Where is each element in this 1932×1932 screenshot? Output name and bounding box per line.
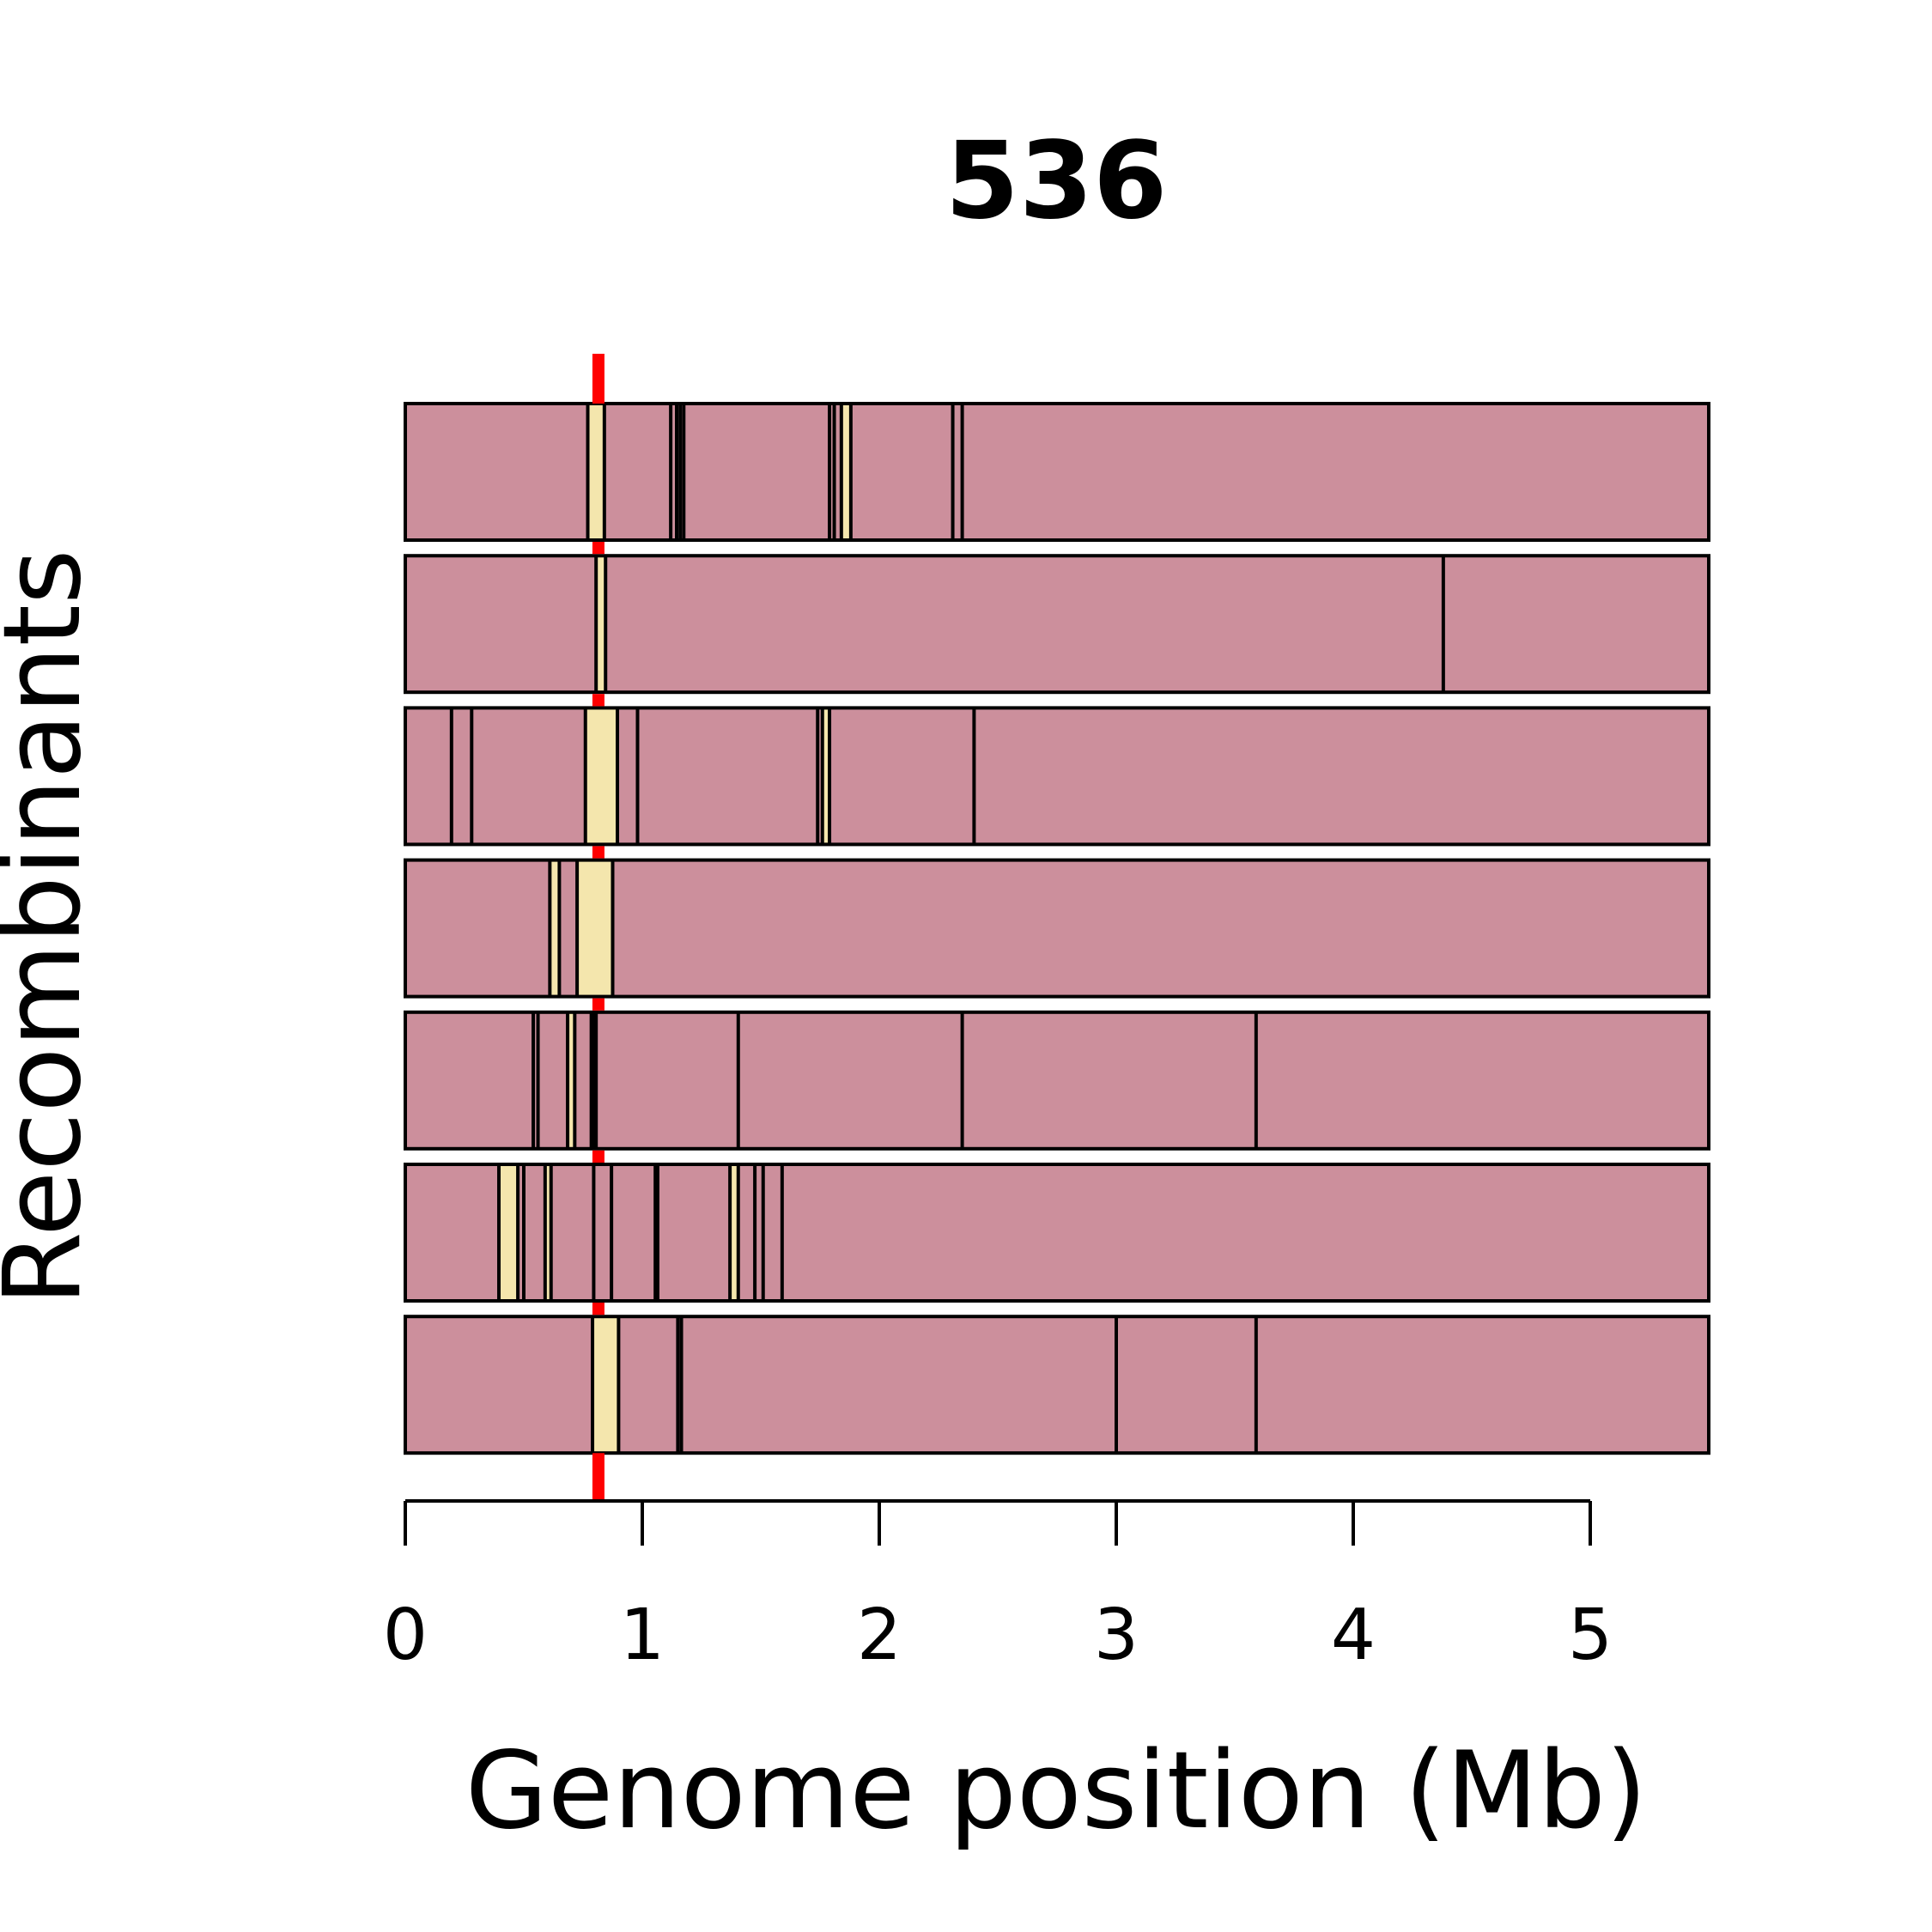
track-background xyxy=(405,860,1709,997)
x-tick-label: 1 xyxy=(620,1595,665,1676)
track-outline xyxy=(404,706,1710,847)
x-tick-label: 5 xyxy=(1568,1595,1613,1676)
highlight-segment xyxy=(587,404,605,540)
track-background xyxy=(405,1012,1709,1149)
track-outline xyxy=(404,1315,1710,1455)
recombinant-track xyxy=(404,402,1710,542)
x-tick-label: 4 xyxy=(1331,1595,1376,1676)
track-background xyxy=(405,1164,1709,1301)
track-outline xyxy=(404,1163,1710,1303)
recombinant-tracks xyxy=(404,402,1710,1455)
track-background xyxy=(405,708,1709,845)
track-outline xyxy=(404,1010,1710,1151)
highlight-segment xyxy=(822,708,830,845)
track-background xyxy=(405,556,1709,693)
highlight-segment xyxy=(585,708,618,845)
highlight-segment xyxy=(577,860,613,997)
x-tick-label: 0 xyxy=(383,1595,428,1676)
highlight-segment xyxy=(592,1316,619,1454)
highlight-segment xyxy=(730,1164,738,1301)
track-background xyxy=(405,1316,1709,1454)
highlight-segment xyxy=(568,1012,575,1149)
x-tick-label: 3 xyxy=(1094,1595,1139,1676)
recombinant-track xyxy=(404,554,1710,695)
recombinant-track xyxy=(404,706,1710,847)
x-axis: 0 1 2 3 4 5 xyxy=(383,1499,1613,1676)
track-background xyxy=(405,404,1709,540)
recombinant-track xyxy=(404,1010,1710,1151)
chart-title: 536 xyxy=(945,119,1168,243)
track-outline xyxy=(404,858,1710,999)
x-tick-label: 2 xyxy=(857,1595,902,1676)
highlight-segment xyxy=(544,1164,551,1301)
highlight-segment xyxy=(596,556,606,693)
y-axis-title: Recombinants xyxy=(0,549,105,1305)
x-axis-title: Genome position (Mb) xyxy=(465,1729,1647,1853)
track-outline xyxy=(404,554,1710,695)
track-outline xyxy=(404,402,1710,542)
recombinant-track xyxy=(404,1163,1710,1303)
recombinant-track xyxy=(404,1315,1710,1455)
recombinant-track xyxy=(404,858,1710,999)
highlight-segment xyxy=(499,1164,519,1301)
highlight-segment xyxy=(841,404,851,540)
highlight-segment xyxy=(550,860,560,997)
